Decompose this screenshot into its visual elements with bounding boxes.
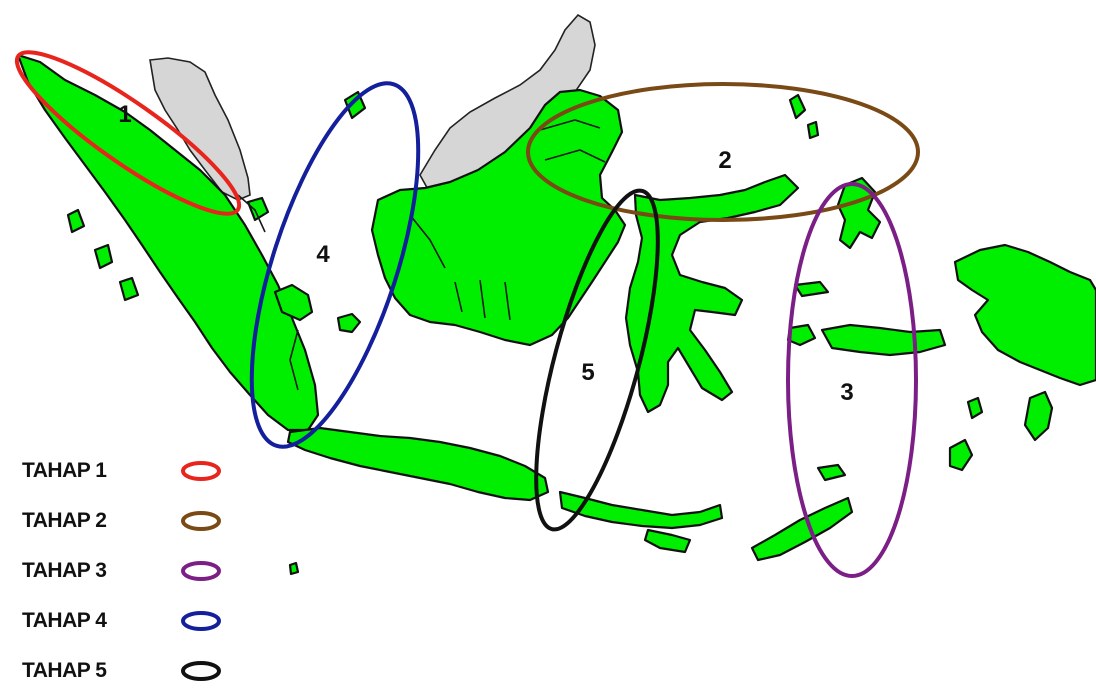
legend-item-phase-3: TAHAP 3 xyxy=(22,546,222,596)
phase-1-zone xyxy=(14,50,242,216)
legend-label: TAHAP 3 xyxy=(22,559,107,582)
wetar-island xyxy=(816,463,847,482)
bangka-island xyxy=(273,283,314,322)
aru-islands xyxy=(1023,390,1054,442)
zone-label-2: 2 xyxy=(718,147,731,174)
phase-5-zone xyxy=(534,188,660,532)
phase-3-zone xyxy=(786,182,918,578)
halmahera-island xyxy=(836,176,882,250)
kei-islands xyxy=(966,396,984,420)
kalimantan-island xyxy=(370,88,627,347)
zone-label-1: 1 xyxy=(118,101,131,128)
legend-label: TAHAP 1 xyxy=(22,459,107,482)
natuna-islands xyxy=(343,90,367,120)
legend-item-phase-5: TAHAP 5 xyxy=(22,646,222,696)
small-island xyxy=(288,561,300,576)
phase-2-zone xyxy=(526,82,920,222)
legend-swatch-phase-1 xyxy=(181,461,221,481)
zone-label-5: 5 xyxy=(581,359,594,386)
papua-island xyxy=(953,243,1096,387)
legend-label: TAHAP 4 xyxy=(22,609,107,632)
belitung-island xyxy=(336,312,362,334)
legend-label: TAHAP 2 xyxy=(22,509,107,532)
flores-island xyxy=(643,528,692,554)
legend-swatch-phase-5 xyxy=(181,661,221,681)
rivers xyxy=(237,119,606,391)
legend-item-phase-1: TAHAP 1 xyxy=(22,446,222,496)
riau-islands xyxy=(246,196,270,222)
java-island xyxy=(286,426,550,502)
indonesia-land xyxy=(16,53,1096,576)
zone-label-4: 4 xyxy=(316,241,330,268)
legend-swatch-phase-4 xyxy=(181,611,221,631)
sangihe-islands xyxy=(788,93,820,140)
legend-label: TAHAP 5 xyxy=(22,659,107,682)
seram-island xyxy=(820,323,947,357)
legend-swatch-phase-3 xyxy=(181,561,221,581)
timor-island xyxy=(750,496,854,562)
tanimbar-islands xyxy=(948,438,974,472)
sula-islands xyxy=(793,280,830,298)
zone-labels: 1 2 3 4 5 xyxy=(118,101,853,406)
malay-peninsula xyxy=(149,57,251,201)
legend-swatch-phase-2 xyxy=(181,511,221,531)
indonesia-map: 1 2 3 4 5 xyxy=(14,13,1096,578)
bali-nusa-tenggara xyxy=(558,490,724,530)
legend-item-phase-2: TAHAP 2 xyxy=(22,496,222,546)
zone-label-3: 3 xyxy=(840,379,853,406)
mentawai-islands xyxy=(93,243,140,302)
phase-zones xyxy=(14,50,920,578)
legend-item-phase-4: TAHAP 4 xyxy=(22,596,222,646)
nias-island xyxy=(66,208,86,234)
legend: TAHAP 1 TAHAP 2 TAHAP 3 TAHAP 4 TAHAP 5 xyxy=(22,446,222,696)
phase-4-zone xyxy=(249,81,421,449)
